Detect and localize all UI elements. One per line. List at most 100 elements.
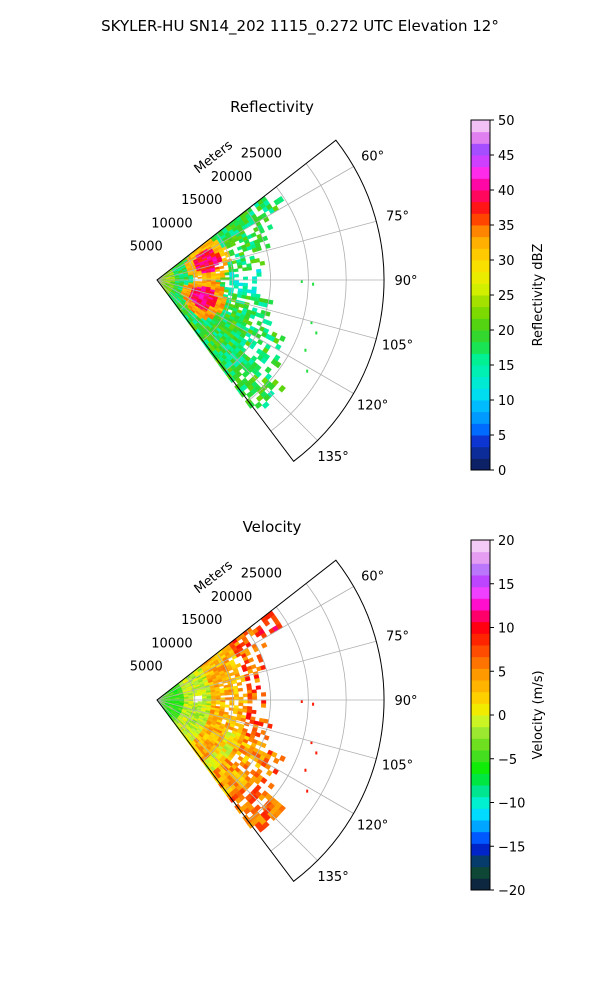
radar-bin bbox=[263, 619, 271, 627]
radar-bin bbox=[256, 246, 262, 252]
radar-bin bbox=[236, 681, 243, 687]
sector-frame bbox=[156, 139, 385, 462]
grid-range-arc bbox=[179, 676, 196, 731]
colorbar-segment bbox=[471, 318, 490, 331]
radar-bin bbox=[251, 692, 258, 697]
radar-bin bbox=[255, 685, 262, 690]
radar-bin bbox=[254, 258, 261, 263]
colorbar-tick-label: 5 bbox=[498, 429, 506, 444]
radar-bin bbox=[238, 699, 244, 704]
radial-tick-label: 25000 bbox=[241, 147, 282, 162]
colorbar-segment bbox=[471, 680, 490, 693]
radar-bin bbox=[224, 272, 230, 276]
colorbar-segment bbox=[471, 540, 490, 553]
radar-bin bbox=[241, 294, 247, 300]
sector-frame bbox=[156, 559, 385, 882]
colorbar-tick-label: 15 bbox=[498, 359, 515, 374]
radar-bin bbox=[229, 702, 235, 706]
colorbar-segment bbox=[471, 843, 490, 856]
radar-bin bbox=[242, 693, 248, 698]
colorbar-label: Velocity (m/s) bbox=[531, 670, 546, 759]
radar-bin bbox=[251, 689, 257, 694]
radar-bin bbox=[261, 699, 267, 705]
colorbar-label: Reflectivity dBZ bbox=[531, 244, 546, 347]
colorbar-segment bbox=[471, 435, 490, 448]
colorbar-segment bbox=[471, 131, 490, 144]
colorbar-tick-label: −15 bbox=[498, 840, 525, 855]
radial-tick-label: 15000 bbox=[181, 613, 222, 628]
radar-bin bbox=[224, 692, 230, 696]
radar-bin bbox=[260, 777, 268, 785]
colorbar-tick-label: 20 bbox=[498, 534, 515, 549]
radar-bin bbox=[242, 276, 249, 281]
radar-bin bbox=[228, 707, 235, 711]
angle-tick-label: 105° bbox=[382, 338, 413, 353]
radar-bin bbox=[232, 710, 239, 715]
angle-tick-label: 120° bbox=[357, 819, 388, 834]
radar-bin bbox=[260, 357, 268, 365]
radar-bin bbox=[233, 279, 239, 284]
angle-tick-label: 60° bbox=[361, 150, 384, 165]
radar-bin bbox=[237, 264, 243, 269]
colorbar-segment bbox=[471, 411, 490, 424]
radar-bin bbox=[233, 268, 239, 273]
radar-bin bbox=[274, 360, 282, 369]
radar-bin bbox=[259, 260, 266, 266]
radar-bin bbox=[315, 751, 318, 755]
colorbar-tick-label: −5 bbox=[498, 753, 517, 768]
radar-bin bbox=[315, 331, 318, 335]
colorbar-segment bbox=[471, 808, 490, 821]
colorbar-segment bbox=[471, 271, 490, 284]
colorbar-tick-label: −10 bbox=[498, 797, 525, 812]
radar-bin bbox=[306, 789, 309, 793]
radar-bin bbox=[233, 274, 239, 278]
colorbar-segment bbox=[471, 155, 490, 168]
radar-bin bbox=[249, 313, 256, 320]
colorbar-segment bbox=[471, 575, 490, 588]
colorbar-segment bbox=[471, 365, 490, 378]
radar-bin bbox=[245, 295, 252, 301]
radar-bin bbox=[238, 696, 244, 701]
colorbar-tick-label: 10 bbox=[498, 622, 515, 637]
angle-tick-label: 75° bbox=[386, 630, 409, 645]
radar-bin bbox=[237, 687, 244, 692]
radar-bin bbox=[202, 276, 208, 279]
radar-bin bbox=[312, 702, 315, 706]
radial-tick-label: 20000 bbox=[211, 170, 252, 185]
radar-bin bbox=[279, 755, 286, 762]
colorbar-segment bbox=[471, 306, 490, 319]
angle-tick-label: 90° bbox=[394, 694, 417, 709]
radar-bin bbox=[224, 704, 230, 708]
colorbar-segment bbox=[471, 353, 490, 366]
radar-bin bbox=[229, 282, 235, 286]
grid-range-arc bbox=[179, 256, 196, 311]
colorbar-segment bbox=[471, 201, 490, 214]
radar-bin bbox=[266, 320, 273, 327]
colorbar-segment bbox=[471, 598, 490, 611]
grid-range-arc bbox=[270, 163, 347, 432]
angle-tick-label: 60° bbox=[361, 570, 384, 585]
radar-bin bbox=[233, 285, 239, 289]
grid-range-arc bbox=[247, 186, 309, 402]
angle-tick-label: 135° bbox=[317, 870, 348, 885]
colorbar-tick-label: 10 bbox=[498, 394, 515, 409]
radar-bin bbox=[228, 691, 235, 696]
colorbar-segment bbox=[471, 225, 490, 238]
colorbar-segment bbox=[471, 610, 490, 623]
radar-bin bbox=[265, 769, 273, 777]
radial-tick-label: 5000 bbox=[130, 660, 163, 675]
radar-bin bbox=[247, 689, 253, 694]
colorbar-segment bbox=[471, 248, 490, 261]
radar-bin bbox=[252, 279, 258, 284]
radar-bin bbox=[300, 700, 303, 703]
colorbar-segment bbox=[471, 796, 490, 809]
grid-range-arc bbox=[270, 583, 347, 852]
colorbar-segment bbox=[471, 645, 490, 658]
colorbar-segment bbox=[471, 166, 490, 179]
radial-tick-label: 5000 bbox=[130, 240, 163, 255]
colorbar-segment bbox=[471, 855, 490, 868]
radar-bin bbox=[233, 694, 239, 698]
colorbar-segment bbox=[471, 691, 490, 704]
colorbar-segment bbox=[471, 330, 490, 343]
radar-bin bbox=[254, 732, 261, 738]
